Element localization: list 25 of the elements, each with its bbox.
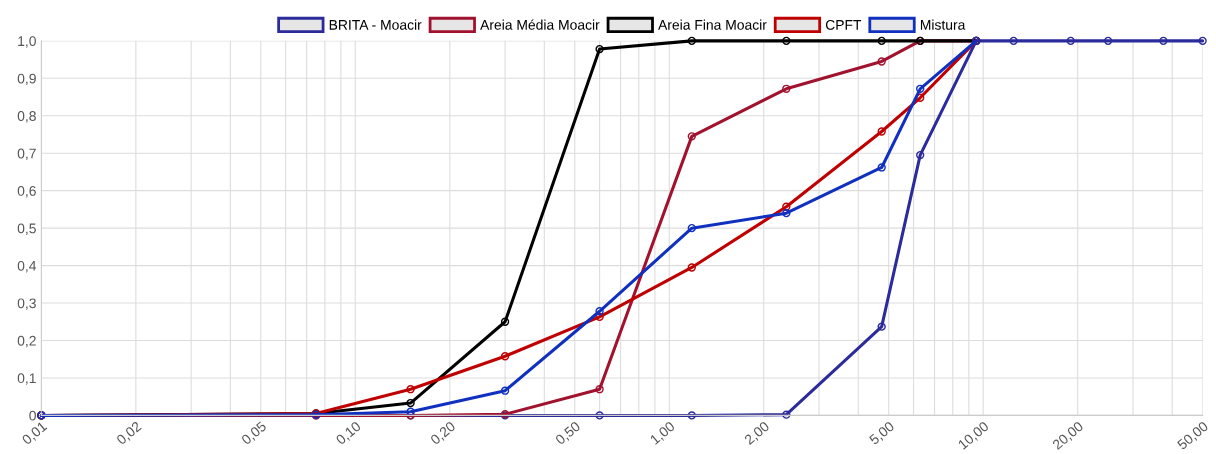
x-tick-label: 0,02 [115,421,143,447]
x-tick-label: 0,20 [429,420,457,447]
legend-label: BRITA - Moacir [329,19,422,30]
y-tick-label: 0,2 [17,335,36,348]
x-tick-label: 0,05 [240,420,268,447]
legend-label: Mistura [920,19,966,30]
y-tick-label: 0,9 [17,73,36,86]
y-tick-label: 0,7 [17,148,36,161]
y-tick-label: 0,3 [17,298,36,310]
legend-label: CPFT [825,19,862,30]
y-tick-label: 0,6 [17,186,36,198]
x-tick-label: 0,10 [335,420,363,447]
y-tick-label: 1,0 [18,36,36,48]
x-tick-label: 5,00 [868,420,896,447]
y-tick-label: 0,5 [17,223,36,235]
x-tick-label: 2,00 [743,420,771,447]
legend-label: Areia Média Moacir [480,19,600,30]
y-tick-label: 0 [29,410,36,421]
y-tick-label: 0,4 [17,260,37,273]
legend-label: Areia Fina Moacir [658,19,767,30]
x-tick-label: 0,01 [21,420,49,447]
y-tick-label: 0,8 [17,111,36,123]
x-tick-label: 1,00 [649,420,677,447]
x-tick-label: 0,50 [554,420,582,447]
y-tick-label: 0,1 [17,373,36,385]
